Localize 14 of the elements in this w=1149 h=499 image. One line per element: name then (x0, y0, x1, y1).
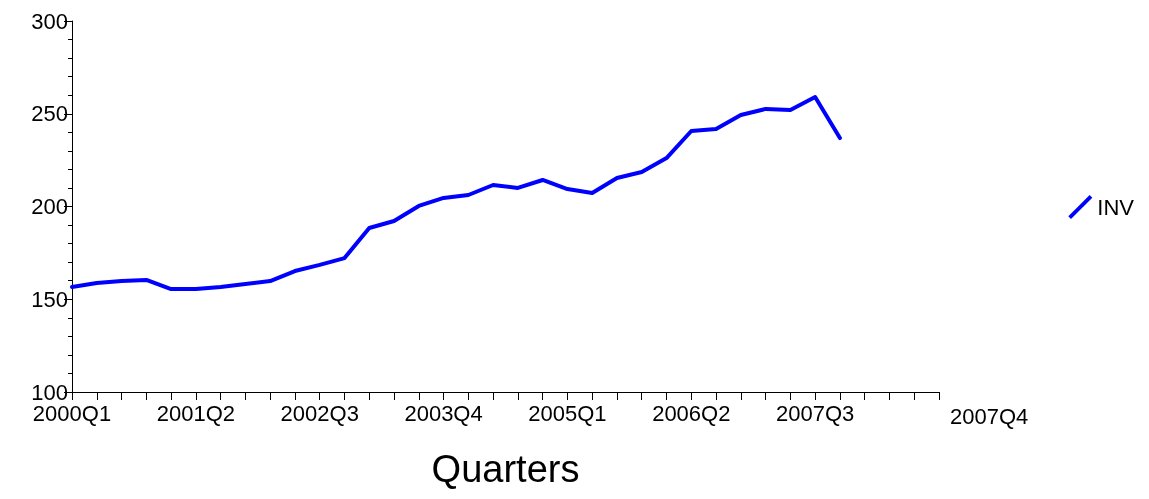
y-tick-label: 300 (31, 8, 68, 34)
x-tick-label: 2005Q1 (528, 400, 607, 426)
x-tick-label: 2006Q2 (652, 400, 731, 426)
y-tick-label: 150 (31, 286, 68, 312)
y-tick-label: 200 (31, 194, 68, 219)
line-series (70, 95, 842, 292)
y-tick-label: 250 (31, 101, 68, 127)
x-tick-label: 2001Q2 (156, 400, 236, 426)
x-axis-title: Quarters (431, 448, 580, 490)
x-tick-label: 2003Q4 (404, 400, 483, 426)
text: 2007Q4 (950, 403, 1029, 429)
legend-label: INV (1097, 194, 1135, 220)
x-tick-label: 2007Q3 (775, 400, 855, 426)
x-tick-label: 2002Q3 (280, 400, 359, 426)
